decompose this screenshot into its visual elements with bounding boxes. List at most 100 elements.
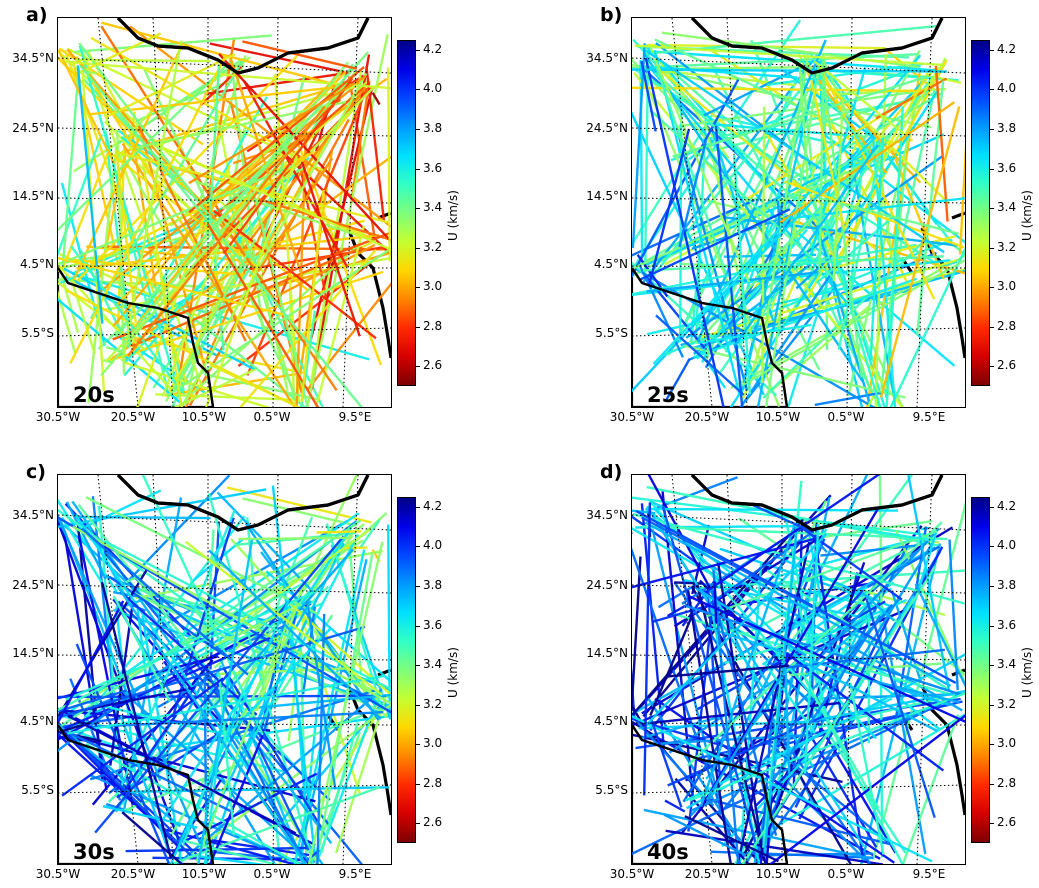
colorbar-tick-mark [990, 89, 994, 91]
ray-path [58, 297, 183, 405]
ray-path [827, 269, 864, 407]
ray-path [741, 565, 937, 864]
ray-path [184, 540, 383, 696]
panel-letter: b) [600, 4, 623, 26]
ray-path [314, 225, 366, 407]
lon-label: 30.5°W [35, 867, 81, 881]
ray-path [242, 40, 358, 70]
longitude-gridline [152, 475, 174, 864]
ray-path [939, 76, 962, 84]
ray-path [103, 540, 391, 691]
colorbar-tick-mark [416, 128, 420, 130]
ray-path [66, 48, 246, 253]
ray-path [206, 222, 320, 407]
ray-path [77, 504, 200, 658]
africa-coastline-top [116, 18, 370, 75]
ray-path [822, 79, 863, 378]
colorbar-tick-label: 3.2 [997, 239, 1017, 254]
ray-path [208, 734, 264, 864]
ray-path [655, 314, 745, 396]
ray-path [686, 590, 732, 864]
ray-path [804, 678, 880, 810]
ray-path [135, 549, 383, 600]
colorbar-tick-mark [416, 326, 420, 328]
lon-label: 0.5°W [253, 410, 291, 424]
ray-path [135, 604, 153, 718]
colorbar-tick-mark [416, 287, 420, 289]
ray-path [141, 158, 183, 407]
ray-path [872, 140, 897, 407]
colorbar-tick-mark [416, 823, 420, 825]
panel-letter: c) [26, 461, 46, 483]
lon-label: 10.5°W [755, 410, 801, 424]
lat-label: 24.5°N [12, 578, 54, 592]
ray-path [278, 148, 391, 256]
lon-label: 30.5°W [35, 410, 81, 424]
lon-label: 10.5°W [755, 867, 801, 881]
ray-path [702, 65, 802, 118]
ray-path [764, 65, 821, 407]
ray-path [869, 137, 885, 361]
longitude-gridline [671, 475, 713, 864]
ray-path [707, 590, 721, 780]
colorbar-tick-label: 3.0 [997, 279, 1017, 294]
ray-path [164, 548, 354, 763]
ray-path [632, 53, 919, 70]
colorbar-tick-label: 3.2 [997, 696, 1017, 711]
ray-path [100, 581, 173, 859]
ray-path [293, 600, 312, 630]
colorbar-tick-mark [416, 49, 420, 51]
ray-path [205, 155, 299, 407]
ray-path [102, 805, 198, 829]
lat-label: 14.5°N [586, 189, 628, 203]
ray-path [121, 811, 184, 864]
ray-path [112, 595, 171, 702]
ray-path [61, 677, 224, 797]
ray-path [667, 716, 823, 787]
ray-path [642, 51, 864, 383]
ray-path [915, 80, 945, 336]
lat-label: 34.5°N [12, 51, 54, 65]
ray-path [634, 44, 945, 67]
ray-path [371, 92, 381, 106]
ray-path [632, 43, 646, 249]
colorbar-tick-label: 4.2 [423, 498, 443, 513]
lon-label: 30.5°W [609, 410, 655, 424]
ray-path [643, 502, 652, 796]
ray-path [705, 668, 787, 801]
ray-path [642, 54, 818, 284]
colorbar-label: U (km/s) [446, 647, 460, 698]
ray-path [213, 210, 377, 340]
ray-path [107, 270, 384, 363]
ray-path [180, 72, 368, 407]
lat-label: 14.5°N [12, 189, 54, 203]
period-label: 40s [647, 840, 689, 864]
ray-path [653, 64, 902, 272]
longitude-gridline [671, 18, 713, 407]
colorbar-tick-mark [990, 585, 994, 587]
ray-path [58, 600, 125, 725]
ray-path [814, 391, 885, 407]
ray-path [641, 271, 707, 350]
ray-path [87, 144, 118, 403]
ray-path [257, 157, 334, 273]
ray-path [690, 137, 875, 327]
colorbar [971, 497, 990, 843]
ray-path [222, 77, 354, 255]
ray-path [734, 144, 879, 346]
ray-path [67, 163, 296, 262]
lat-label: 14.5°N [12, 646, 54, 660]
lon-label: 10.5°W [181, 410, 227, 424]
longitude-gridline [726, 475, 748, 864]
ray-path [58, 262, 173, 392]
colorbar-tick-mark [990, 168, 994, 170]
colorbar-tick-label: 4.2 [997, 498, 1017, 513]
ray-path [784, 667, 791, 774]
ray-path-map [632, 475, 965, 864]
ray-path [818, 54, 825, 278]
lat-label: 4.5°N [19, 257, 54, 271]
colorbar-tick-label: 3.4 [997, 200, 1017, 215]
lon-label: 9.5°E [912, 410, 946, 424]
ray-path [275, 243, 376, 298]
colorbar-tick-label: 4.0 [997, 538, 1017, 553]
